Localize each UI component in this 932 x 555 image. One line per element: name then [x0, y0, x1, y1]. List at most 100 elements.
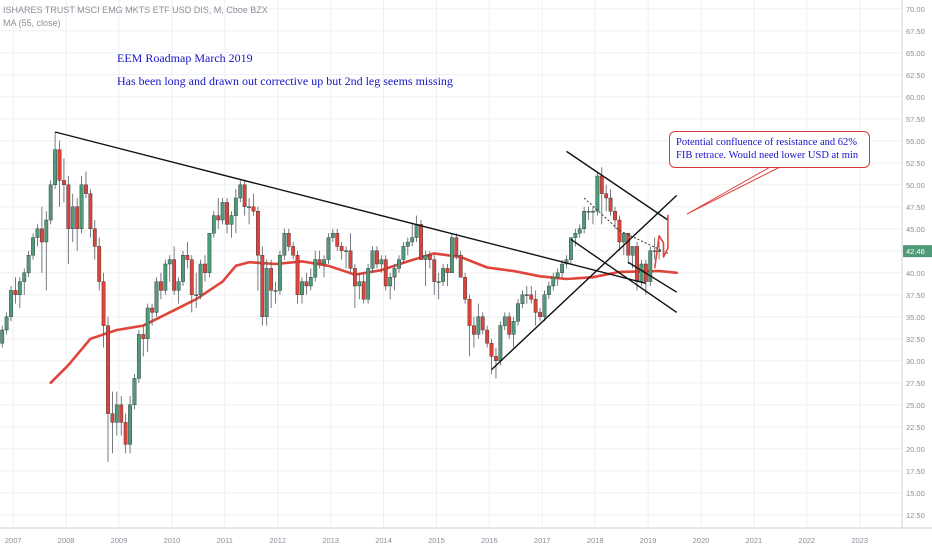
candle-body — [652, 250, 657, 253]
x-tick-label: 2020 — [693, 536, 710, 545]
candle-body — [639, 263, 644, 282]
candle-body — [291, 246, 296, 256]
candle-body — [194, 294, 199, 296]
candle-body — [198, 263, 203, 295]
candle-body — [159, 281, 163, 291]
x-tick-label: 2018 — [587, 536, 604, 545]
trendline — [54, 131, 647, 285]
candle-body — [22, 272, 27, 282]
candle-body — [370, 250, 375, 269]
x-tick-label: 2023 — [851, 536, 868, 545]
candle-body — [308, 277, 313, 287]
candle-body — [264, 268, 269, 317]
candle-body — [436, 281, 441, 283]
candle-body — [648, 250, 653, 282]
y-tick-label: 40.00 — [906, 269, 925, 278]
candle-body — [119, 404, 124, 423]
candle-body — [516, 303, 520, 322]
y-tick-label: 20.00 — [906, 445, 925, 454]
annotation-title: EEM Roadmap March 2019 — [117, 51, 253, 65]
trendlines — [54, 131, 678, 371]
candle-body — [106, 325, 110, 414]
candle-body — [145, 307, 150, 339]
candle-body — [273, 290, 278, 292]
candle-body — [388, 277, 393, 287]
candle-body — [269, 268, 274, 291]
candle-body — [467, 299, 472, 326]
candle-body — [392, 268, 397, 278]
candle-body — [480, 316, 485, 331]
candle-body — [595, 175, 600, 212]
candle-body — [352, 268, 357, 287]
candle-body — [79, 184, 84, 230]
candle-body — [613, 210, 617, 221]
candle-body — [242, 184, 247, 208]
x-tick-label: 2019 — [640, 536, 657, 545]
candle-body — [53, 149, 58, 186]
candle-body — [4, 316, 9, 331]
last-price-box — [903, 245, 932, 258]
candle-body — [150, 307, 154, 313]
candle-body — [62, 180, 66, 185]
candle-body — [176, 281, 181, 291]
candle-body — [357, 281, 362, 287]
candle-body — [441, 268, 445, 282]
candle-body — [278, 254, 282, 291]
candle-body — [247, 206, 251, 209]
candle-body — [97, 246, 102, 282]
candle-body — [538, 312, 542, 317]
x-tick-label: 2008 — [58, 536, 75, 545]
candle-body — [401, 246, 406, 260]
candle-body — [229, 215, 234, 225]
candles — [0, 132, 661, 462]
x-tick-label: 2011 — [217, 536, 233, 545]
candle-body — [75, 206, 80, 230]
candle-body — [485, 329, 490, 344]
candle-body — [361, 281, 366, 300]
candle-body — [141, 334, 146, 339]
candle-body — [573, 232, 578, 238]
x-tick-label: 2010 — [164, 536, 181, 545]
projection-path — [653, 214, 669, 269]
trendline — [627, 261, 678, 293]
candle-body — [582, 210, 587, 229]
candle-body — [88, 193, 93, 230]
x-tick-label: 2007 — [5, 536, 22, 545]
candle-body — [542, 294, 547, 317]
y-tick-label: 70.00 — [906, 5, 925, 14]
y-tick-label: 57.50 — [906, 115, 925, 124]
candle-body — [569, 237, 573, 260]
candle-body — [511, 321, 516, 335]
candle-body — [172, 259, 177, 291]
candle-body — [9, 290, 13, 317]
candle-body — [524, 294, 529, 296]
y-tick-label: 35.00 — [906, 313, 925, 322]
candle-body — [502, 316, 507, 326]
y-tick-label: 37.50 — [906, 291, 925, 300]
x-tick-label: 2017 — [534, 536, 551, 545]
candle-body — [621, 232, 626, 243]
candle-body — [207, 232, 212, 273]
candle-body — [48, 184, 53, 221]
candle-body — [251, 206, 256, 212]
candle-body — [507, 316, 512, 335]
candle-body — [13, 290, 18, 295]
x-tick-label: 2015 — [428, 536, 445, 545]
candle-body — [189, 259, 194, 296]
candle-body — [31, 237, 35, 256]
candle-body — [630, 246, 635, 256]
candle-body — [225, 202, 229, 225]
indicator-label: MA (55, close) — [3, 18, 61, 28]
candle-body — [476, 316, 481, 335]
candle-body — [626, 232, 631, 256]
candle-body — [110, 413, 115, 423]
candle-body — [454, 237, 459, 256]
candle-body — [458, 254, 463, 278]
candle-body — [238, 184, 243, 199]
candle-body — [317, 259, 322, 265]
candle-body — [163, 263, 168, 291]
x-tick-label: 2021 — [746, 536, 763, 545]
candle-body — [0, 329, 5, 344]
